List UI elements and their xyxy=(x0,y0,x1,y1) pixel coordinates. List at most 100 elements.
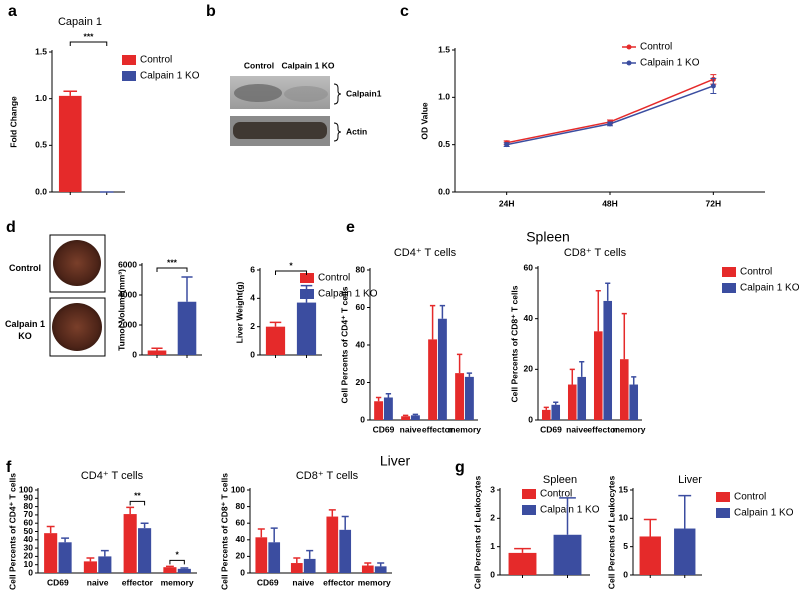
panel-label: d xyxy=(6,219,16,236)
bar xyxy=(567,384,577,420)
legend-label: Control xyxy=(318,273,350,284)
y-tick-label: 60 xyxy=(24,517,34,527)
bar xyxy=(593,331,603,420)
legend-label: Calpain 1 KO xyxy=(734,508,794,519)
legend-label: Control xyxy=(640,42,672,53)
error-bar xyxy=(165,565,174,568)
y-tick-label: 10 xyxy=(619,513,629,523)
chart-title: CD8⁺ T cells xyxy=(564,247,627,259)
bar xyxy=(383,397,393,420)
x-tick-label: naive xyxy=(400,424,422,434)
blot-band-label: Actin xyxy=(346,126,367,136)
y-tick-label: 0.0 xyxy=(35,186,47,196)
error-bar xyxy=(439,304,446,319)
y-tick-label: 40 xyxy=(24,534,34,544)
y-tick-label: 80 xyxy=(356,264,366,274)
significance-label: * xyxy=(175,550,179,560)
y-tick-label: 2000 xyxy=(118,319,137,329)
y-tick-label: 6 xyxy=(250,264,255,274)
y-tick-label: 0 xyxy=(240,567,245,577)
blot-signal xyxy=(233,122,327,139)
blot-lane-label: Control xyxy=(244,60,274,70)
legend-swatch xyxy=(626,60,632,66)
error-bar xyxy=(341,515,349,530)
y-tick-label: 20 xyxy=(524,364,534,374)
y-tick-label: 60 xyxy=(236,517,246,527)
error-bar xyxy=(543,406,549,410)
y-tick-label: 100 xyxy=(231,484,245,494)
significance-bracket xyxy=(129,500,146,506)
error-bar xyxy=(181,276,193,302)
blot-signal xyxy=(234,84,282,102)
y-tick-label: 0.0 xyxy=(438,186,450,196)
x-tick-label: 48H xyxy=(602,198,618,208)
y-tick-label: 6000 xyxy=(118,259,137,269)
error-bar xyxy=(63,90,78,96)
bar xyxy=(577,376,587,420)
bar xyxy=(541,409,551,420)
legend-swatch xyxy=(122,71,136,81)
bar xyxy=(177,568,191,573)
bar xyxy=(123,514,137,573)
y-tick-label: 0 xyxy=(28,567,33,577)
x-tick-label: 24H xyxy=(499,198,515,208)
x-tick-label: effector xyxy=(422,424,454,434)
error-bar xyxy=(257,528,265,538)
bar xyxy=(428,339,438,420)
bar xyxy=(44,533,58,573)
x-tick-label: memory xyxy=(612,424,645,434)
legend-label: Control xyxy=(540,489,572,500)
bar xyxy=(290,563,303,573)
y-tick-label: 15 xyxy=(619,484,629,494)
significance-label: *** xyxy=(84,31,95,41)
error-bar xyxy=(61,537,70,543)
chart-title: Capain 1 xyxy=(58,16,102,28)
chart-title: Spleen xyxy=(543,474,577,486)
photo xyxy=(53,240,101,286)
bar xyxy=(455,373,465,420)
y-tick-label: 60 xyxy=(524,262,534,272)
x-tick-label: naive xyxy=(292,577,314,587)
panel-label: c xyxy=(400,3,409,20)
x-tick-label: effector xyxy=(587,424,619,434)
panel-label: b xyxy=(206,3,216,20)
y-tick-label: 20 xyxy=(236,551,246,561)
error-bar xyxy=(402,414,409,417)
bar xyxy=(147,350,167,355)
x-tick-label: CD69 xyxy=(257,577,279,587)
bar xyxy=(674,528,696,575)
y-tick-label: 1.0 xyxy=(438,92,450,102)
bar xyxy=(619,359,629,420)
brace xyxy=(333,83,342,105)
brace xyxy=(333,122,342,142)
y-tick-label: 1.0 xyxy=(35,93,47,103)
point xyxy=(504,142,510,148)
bar xyxy=(58,95,82,192)
x-tick-label: memory xyxy=(448,424,481,434)
error-bar xyxy=(579,360,585,377)
significance-bracket xyxy=(156,267,188,272)
bar xyxy=(303,558,316,573)
legend-label: Control xyxy=(734,492,766,503)
error-bar xyxy=(466,372,473,377)
y-axis-label: Cell Percents of Leukocytes xyxy=(472,476,482,590)
panel-label: e xyxy=(346,219,355,236)
error-bar xyxy=(306,549,314,559)
error-bar xyxy=(678,494,692,529)
y-tick-label: 3 xyxy=(490,484,495,494)
y-tick-label: 0.5 xyxy=(35,140,47,150)
x-tick-label: naive xyxy=(566,424,588,434)
bar xyxy=(464,376,474,420)
legend-label: Control xyxy=(140,55,172,66)
error-bar xyxy=(375,396,382,402)
bar xyxy=(138,528,152,573)
y-tick-label: 40 xyxy=(524,313,534,323)
error-bar xyxy=(46,525,55,534)
bar xyxy=(553,534,582,575)
error-bar xyxy=(621,312,627,360)
y-tick-label: 2 xyxy=(250,321,255,331)
error-bar xyxy=(364,562,372,566)
x-tick-label: memory xyxy=(161,577,194,587)
y-tick-label: 100 xyxy=(19,484,33,494)
